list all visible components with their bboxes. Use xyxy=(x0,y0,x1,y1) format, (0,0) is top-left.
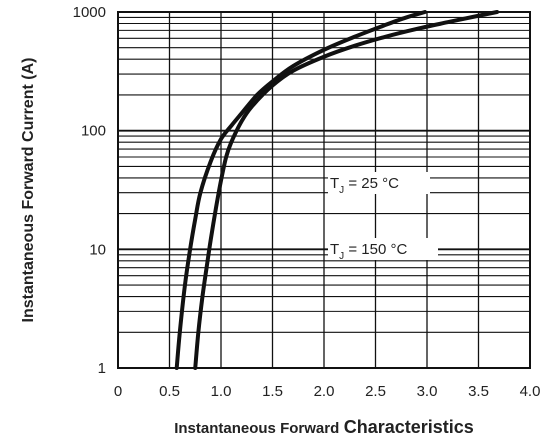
annotation-label: TJ = 25 °C xyxy=(330,175,399,196)
y-tick-label: 1 xyxy=(98,360,106,377)
x-tick-label: 1.5 xyxy=(262,383,283,400)
curves xyxy=(174,10,500,370)
y-tick-label: 100 xyxy=(81,123,106,140)
y-tick-label: 10 xyxy=(89,241,106,258)
x-tick-label: 3.5 xyxy=(468,383,489,400)
y-tick-label: 1000 xyxy=(73,4,106,21)
plot-frame xyxy=(117,11,531,369)
annotation-label: TJ = 150 °C xyxy=(330,241,407,262)
x-tick-label: 1.0 xyxy=(211,383,232,400)
x-axis-label: Instantaneous Forward Characteristics xyxy=(174,417,474,437)
series-curve-2 xyxy=(174,10,427,370)
x-tick-label: 2.0 xyxy=(314,383,335,400)
x-tick-labels: 0 0.5 1.0 1.5 2.0 2.5 3.0 3.5 4.0 xyxy=(114,383,541,400)
x-tick-label: 0 xyxy=(114,383,122,400)
x-axis-label-part2: Characteristics xyxy=(344,417,474,437)
annotation-background xyxy=(328,238,438,260)
x-tick-label: 2.5 xyxy=(365,383,386,400)
x-axis-label-part1: Instantaneous Forward xyxy=(174,420,339,437)
y-tick-labels: 1 10 100 1000 xyxy=(73,4,106,377)
x-tick-label: 3.0 xyxy=(417,383,438,400)
y-axis-label: Instantaneous Forward Current (A) xyxy=(20,58,37,323)
x-tick-label: 4.0 xyxy=(520,383,541,400)
annotations: TJ = 25 °C TJ = 150 °C xyxy=(328,172,438,262)
annotation-background xyxy=(328,172,430,194)
x-tick-label: 0.5 xyxy=(159,383,180,400)
series-curve-1 xyxy=(193,10,500,370)
